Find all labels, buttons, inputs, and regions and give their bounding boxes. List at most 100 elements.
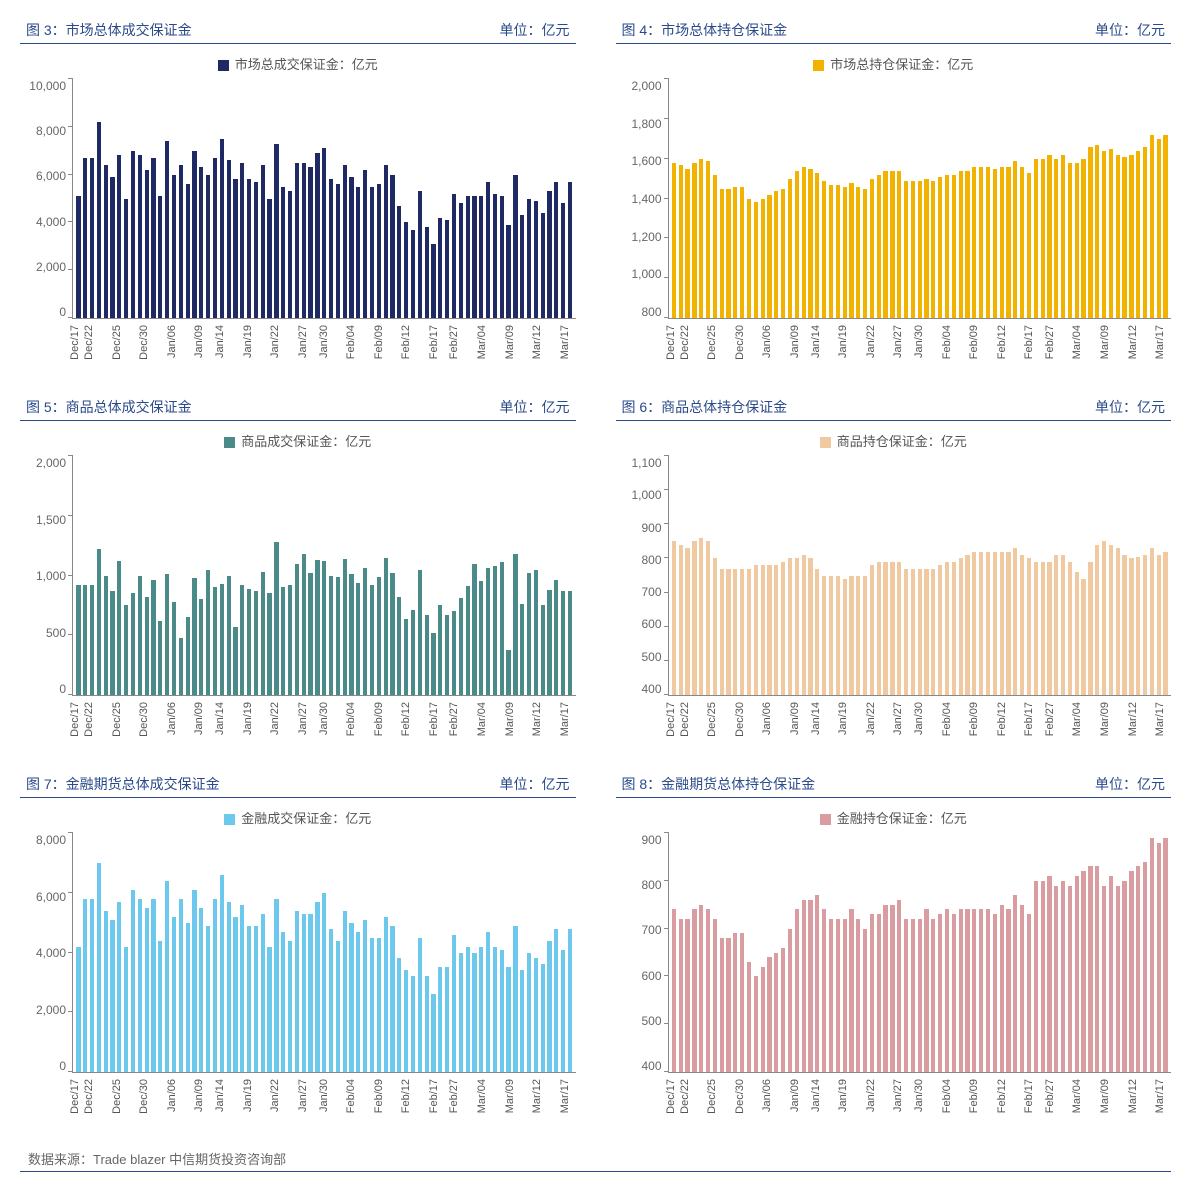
bar bbox=[1136, 866, 1140, 1072]
bar bbox=[377, 938, 381, 1072]
bar bbox=[247, 179, 251, 318]
bar bbox=[849, 183, 853, 318]
bar bbox=[554, 580, 558, 695]
bar bbox=[945, 562, 949, 695]
bar bbox=[788, 929, 792, 1072]
bar bbox=[993, 552, 997, 695]
bar bbox=[179, 899, 183, 1072]
bar bbox=[1095, 545, 1099, 695]
bar bbox=[1122, 555, 1126, 695]
bar bbox=[76, 947, 80, 1072]
y-tick-label: 2,000 bbox=[36, 456, 66, 470]
y-tick-label: 0 bbox=[59, 305, 66, 319]
bar bbox=[788, 179, 792, 318]
chart-area: 2,0001,5001,0005000 bbox=[20, 456, 576, 696]
bar bbox=[431, 994, 435, 1072]
chart-title-row: 图 4：市场总体持仓保证金单位：亿元 bbox=[616, 20, 1172, 44]
bar bbox=[377, 184, 381, 318]
bar bbox=[124, 199, 128, 319]
bar bbox=[213, 587, 217, 695]
bar bbox=[343, 911, 347, 1072]
bar bbox=[315, 560, 319, 695]
bar bbox=[240, 905, 244, 1072]
legend-label: 金融成交保证金：亿元 bbox=[241, 811, 371, 826]
bar bbox=[829, 919, 833, 1072]
bar bbox=[370, 938, 374, 1072]
bar bbox=[199, 599, 203, 695]
bar bbox=[1157, 555, 1161, 695]
bar bbox=[877, 562, 881, 695]
bar bbox=[158, 196, 162, 318]
bar bbox=[220, 584, 224, 695]
bars-container bbox=[669, 833, 1172, 1072]
bar bbox=[836, 919, 840, 1072]
bar bbox=[904, 569, 908, 695]
bar bbox=[672, 909, 676, 1072]
chart-unit: 单位：亿元 bbox=[500, 20, 570, 40]
y-tick-label: 400 bbox=[641, 682, 661, 696]
bar bbox=[911, 919, 915, 1072]
bar bbox=[781, 562, 785, 695]
bars-container bbox=[669, 456, 1172, 695]
bar bbox=[863, 929, 867, 1072]
y-tick-label: 500 bbox=[46, 626, 66, 640]
bar bbox=[774, 953, 778, 1073]
bar bbox=[261, 572, 265, 695]
bar bbox=[349, 574, 353, 695]
bar bbox=[972, 552, 976, 695]
bar bbox=[349, 177, 353, 318]
bar bbox=[1068, 886, 1072, 1072]
bar bbox=[1047, 876, 1051, 1072]
bar bbox=[774, 191, 778, 318]
legend-swatch-icon bbox=[224, 814, 235, 825]
bar bbox=[76, 585, 80, 695]
bar bbox=[1136, 151, 1140, 318]
bar bbox=[261, 914, 265, 1072]
legend-label: 市场总成交保证金：亿元 bbox=[235, 57, 378, 72]
bar bbox=[1102, 151, 1106, 318]
bar bbox=[1006, 552, 1010, 695]
bar bbox=[336, 184, 340, 318]
bar bbox=[808, 169, 812, 318]
bar bbox=[1013, 895, 1017, 1072]
bar bbox=[322, 561, 326, 695]
bar bbox=[931, 919, 935, 1072]
bar bbox=[1095, 145, 1099, 318]
bar bbox=[924, 909, 928, 1072]
chart-legend: 市场总持仓保证金：亿元 bbox=[616, 54, 1172, 73]
bar bbox=[836, 576, 840, 696]
bar bbox=[425, 976, 429, 1072]
chart-title-row: 图 5：商品总体成交保证金单位：亿元 bbox=[20, 397, 576, 421]
bar bbox=[1006, 167, 1010, 318]
bar bbox=[240, 163, 244, 318]
bar bbox=[308, 167, 312, 318]
y-axis: 900800700600500400 bbox=[616, 833, 668, 1073]
chart-area: 2,0001,8001,6001,4001,2001,000800 bbox=[616, 79, 1172, 319]
legend-label: 金融持仓保证金：亿元 bbox=[837, 811, 967, 826]
bar bbox=[754, 976, 758, 1072]
chart-title: 图 3：市场总体成交保证金 bbox=[26, 20, 192, 40]
bar bbox=[1116, 886, 1120, 1072]
bar bbox=[822, 181, 826, 318]
y-tick-label: 800 bbox=[641, 553, 661, 567]
bar bbox=[1047, 155, 1051, 318]
bar bbox=[274, 899, 278, 1072]
bar bbox=[220, 139, 224, 318]
bar bbox=[938, 177, 942, 318]
bar bbox=[965, 555, 969, 695]
bar bbox=[343, 559, 347, 695]
bar bbox=[254, 926, 258, 1072]
bar bbox=[165, 574, 169, 695]
x-axis: Dec/17Dec/22Dec/25Dec/30Jan/06Jan/09Jan/… bbox=[668, 319, 1172, 379]
bar bbox=[527, 573, 531, 695]
y-tick-label: 1,600 bbox=[631, 154, 661, 168]
bar bbox=[452, 611, 456, 695]
bar bbox=[1088, 147, 1092, 318]
bar bbox=[254, 182, 258, 318]
bar bbox=[672, 541, 676, 695]
bar bbox=[1027, 558, 1031, 695]
bar bbox=[692, 541, 696, 695]
chart-panel-chart6: 图 6：商品总体持仓保证金单位：亿元商品持仓保证金：亿元1,1001,00090… bbox=[616, 397, 1172, 756]
bar bbox=[486, 568, 490, 695]
bar bbox=[1150, 135, 1154, 318]
